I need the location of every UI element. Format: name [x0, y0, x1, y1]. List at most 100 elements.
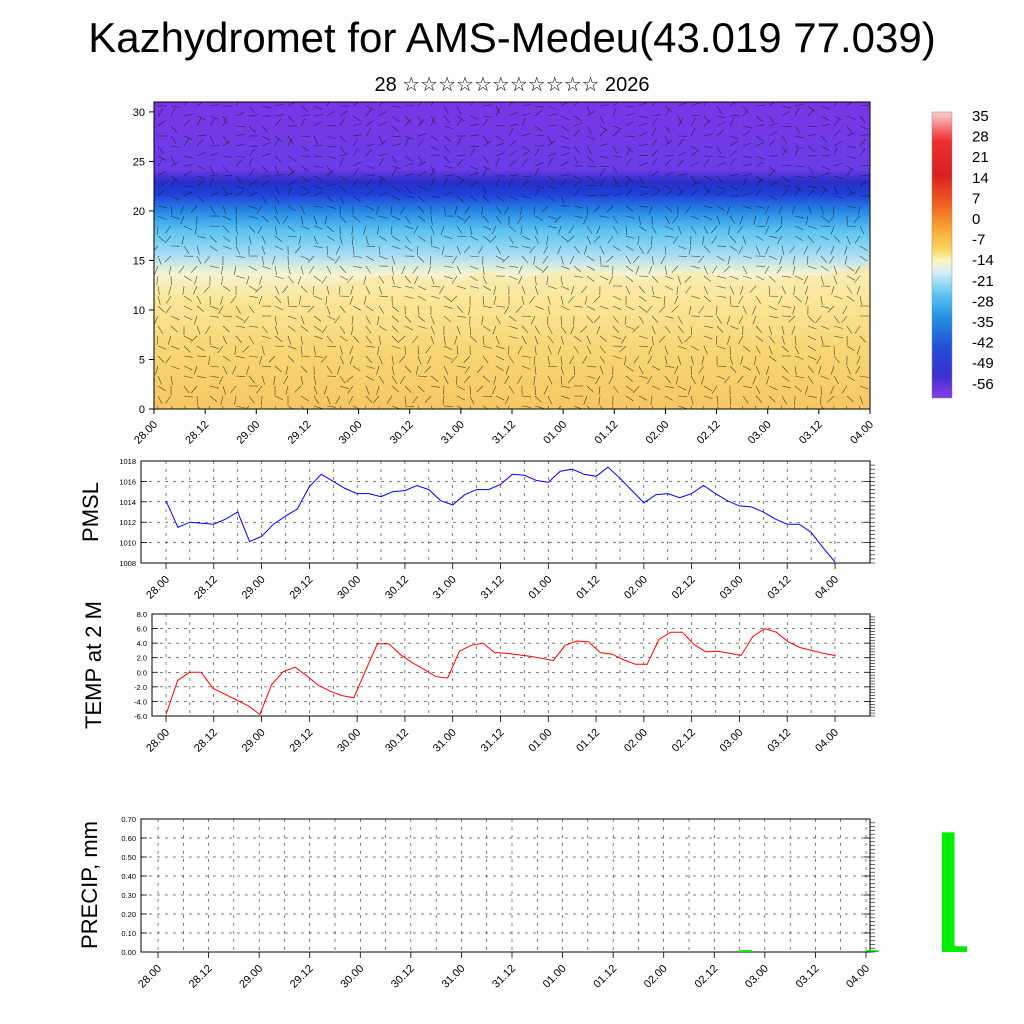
- wind-barb: [285, 365, 289, 375]
- wind-barb: [232, 365, 237, 375]
- wind-barb: [703, 175, 713, 181]
- wind-barb: [365, 325, 372, 334]
- x-tick-label: 31.12: [490, 963, 518, 991]
- wind-barb: [583, 215, 588, 225]
- wind-barb: [365, 305, 374, 312]
- wind-barb: [715, 335, 718, 346]
- wind-barb: [430, 177, 435, 187]
- wind-barb: [339, 375, 346, 384]
- wind-barb: [413, 225, 419, 235]
- wind-barb: [521, 355, 531, 358]
- wind-barb: [521, 395, 532, 398]
- wind-barb: [248, 180, 257, 187]
- wind-barb: [765, 215, 770, 225]
- wind-barb: [541, 205, 549, 213]
- wind-barb: [287, 355, 295, 363]
- wind-barb: [586, 155, 594, 163]
- wind-barb: [391, 285, 401, 288]
- wind-barb: [599, 155, 609, 159]
- wind-barb: [820, 135, 828, 143]
- wind-barb: [534, 265, 543, 272]
- wind-barb: [698, 255, 705, 264]
- wind-barb: [365, 335, 372, 344]
- wind-barb: [456, 154, 466, 157]
- wind-barb: [287, 187, 292, 197]
- wind-barb: [664, 235, 674, 238]
- wind-barb: [235, 375, 246, 377]
- wind-barb: [157, 305, 165, 313]
- wind-barb: [560, 160, 569, 167]
- wind-barb: [625, 245, 634, 251]
- wind-barb: [651, 285, 654, 295]
- wind-barb: [742, 163, 752, 167]
- wind-barb: [560, 235, 569, 242]
- wind-barb: [846, 125, 853, 134]
- wind-barb: [768, 235, 778, 239]
- wind-barb: [729, 173, 739, 177]
- wind-barb: [287, 305, 298, 308]
- wind-barb: [196, 325, 201, 335]
- wind-barb: [456, 195, 464, 203]
- wind-barb: [547, 157, 553, 167]
- wind-barb: [742, 155, 752, 159]
- wind-barb: [846, 102, 853, 107]
- wind-barb: [625, 275, 634, 282]
- x-tick-label: 29.12: [288, 963, 316, 991]
- wind-barb: [417, 255, 425, 263]
- wind-barb: [765, 225, 770, 235]
- wind-barb: [728, 225, 731, 235]
- wind-barb: [476, 385, 484, 393]
- wind-barb: [443, 145, 451, 153]
- wind-barb: [326, 155, 336, 159]
- wind-barb: [222, 365, 228, 375]
- x-tick-label: 29.12: [288, 727, 316, 755]
- wind-barb: [534, 385, 536, 396]
- wind-barb: [820, 295, 823, 305]
- wind-barb: [248, 225, 256, 233]
- wind-barb: [859, 174, 869, 177]
- wind-barb: [443, 275, 453, 280]
- wind-barb: [780, 215, 783, 226]
- wind-barb: [248, 105, 255, 114]
- wind-barb: [209, 135, 215, 145]
- wind-barb: [508, 405, 510, 409]
- wind-barb: [688, 385, 692, 395]
- wind-barb: [170, 105, 180, 108]
- wind-barb: [753, 215, 757, 225]
- wind-barb: [469, 145, 480, 148]
- wind-barb: [755, 124, 765, 127]
- wind-barb: [853, 215, 861, 223]
- wind-barb: [235, 235, 238, 246]
- wind-barb: [417, 171, 426, 177]
- wind-barb: [337, 365, 341, 375]
- wind-barb: [391, 168, 397, 177]
- wind-barb: [235, 175, 243, 184]
- wind-barb: [755, 188, 762, 197]
- wind-barb: [742, 345, 751, 352]
- wind-barb: [180, 215, 185, 225]
- y-tick-label: 15: [133, 255, 145, 267]
- wind-barb: [261, 180, 270, 187]
- x-tick-label: 03.00: [718, 574, 746, 602]
- wind-barb: [701, 355, 705, 365]
- wind-barb: [313, 114, 323, 117]
- wind-barb: [349, 295, 354, 305]
- wind-barb: [690, 162, 700, 167]
- wind-barb: [673, 235, 679, 244]
- wind-barb: [742, 265, 748, 275]
- wind-barb: [209, 245, 218, 252]
- wind-barb: [398, 335, 406, 343]
- wind-barb: [807, 375, 814, 384]
- wind-barb: [729, 141, 738, 147]
- wind-barb: [586, 235, 591, 245]
- wind-barb: [454, 335, 458, 345]
- wind-barb: [443, 305, 453, 309]
- wind-barb: [245, 405, 250, 409]
- wind-barb: [651, 127, 656, 137]
- x-tick-label: 02.12: [692, 963, 720, 991]
- wind-barb: [400, 205, 406, 214]
- wind-barb: [833, 295, 843, 300]
- wind-barb: [807, 105, 816, 112]
- wind-barb: [768, 275, 776, 283]
- wind-barb: [404, 135, 414, 140]
